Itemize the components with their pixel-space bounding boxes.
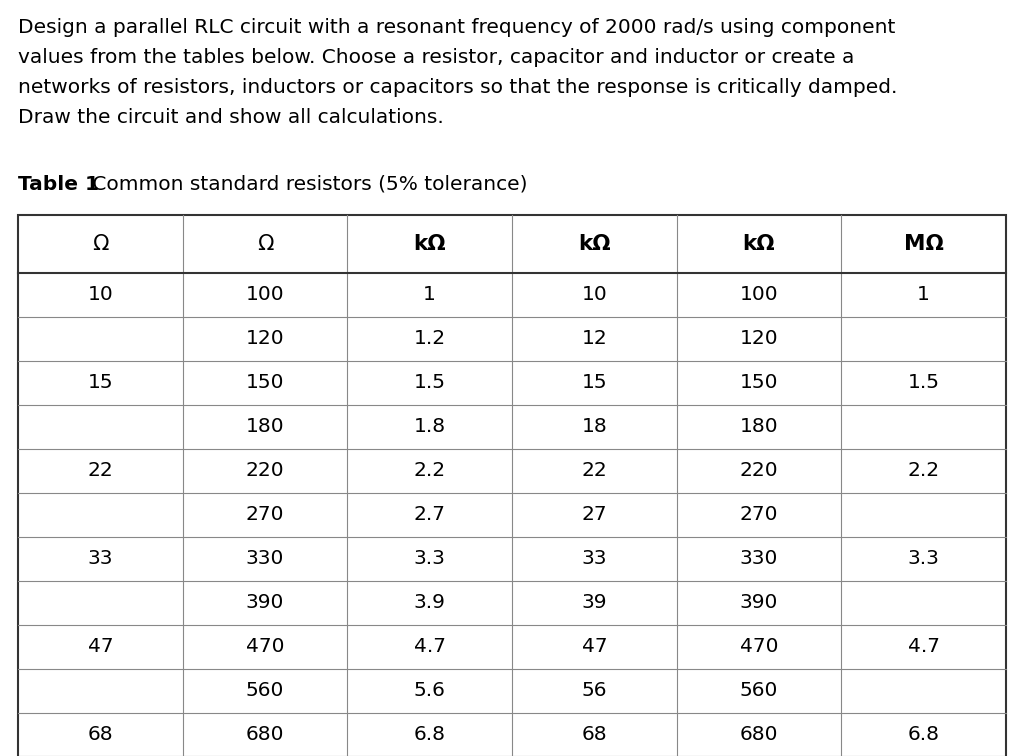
Text: Ω: Ω <box>92 234 109 254</box>
Text: 15: 15 <box>87 373 113 392</box>
Text: 47: 47 <box>87 637 113 656</box>
Text: kΩ: kΩ <box>742 234 775 254</box>
Text: kΩ: kΩ <box>414 234 446 254</box>
Text: 560: 560 <box>246 681 285 701</box>
Text: 220: 220 <box>246 461 285 481</box>
Text: 3.3: 3.3 <box>907 550 940 569</box>
Text: 22: 22 <box>87 461 114 481</box>
Text: 270: 270 <box>246 506 285 525</box>
Text: Ω: Ω <box>257 234 273 254</box>
Text: 3.9: 3.9 <box>414 593 445 612</box>
Text: 330: 330 <box>246 550 285 569</box>
Text: 390: 390 <box>739 593 778 612</box>
Text: 470: 470 <box>739 637 778 656</box>
Text: 120: 120 <box>246 330 285 349</box>
Text: 1: 1 <box>918 286 930 305</box>
Text: 4.7: 4.7 <box>907 637 940 656</box>
Bar <box>18 215 1006 756</box>
Text: 10: 10 <box>582 286 607 305</box>
Text: kΩ: kΩ <box>578 234 610 254</box>
Text: 10: 10 <box>87 286 114 305</box>
Text: Common standard resistors (5% tolerance): Common standard resistors (5% tolerance) <box>86 175 527 194</box>
Text: Draw the circuit and show all calculations.: Draw the circuit and show all calculatio… <box>18 108 443 127</box>
Text: 220: 220 <box>739 461 778 481</box>
Text: 680: 680 <box>246 726 285 745</box>
Text: Table 1: Table 1 <box>18 175 99 194</box>
Text: 1.5: 1.5 <box>414 373 445 392</box>
Text: 1.5: 1.5 <box>907 373 940 392</box>
Text: 2.2: 2.2 <box>414 461 445 481</box>
Text: 33: 33 <box>582 550 607 569</box>
Text: 4.7: 4.7 <box>414 637 445 656</box>
Text: 2.2: 2.2 <box>907 461 940 481</box>
Text: 22: 22 <box>582 461 607 481</box>
Text: values from the tables below. Choose a resistor, capacitor and inductor or creat: values from the tables below. Choose a r… <box>18 48 854 67</box>
Text: 6.8: 6.8 <box>414 726 445 745</box>
Text: Design a parallel RLC circuit with a resonant frequency of 2000 rad/s using comp: Design a parallel RLC circuit with a res… <box>18 18 895 37</box>
Text: 56: 56 <box>582 681 607 701</box>
Text: 150: 150 <box>246 373 285 392</box>
Text: MΩ: MΩ <box>904 234 943 254</box>
Text: 5.6: 5.6 <box>414 681 445 701</box>
Text: 68: 68 <box>582 726 607 745</box>
Text: 330: 330 <box>739 550 778 569</box>
Text: 100: 100 <box>246 286 285 305</box>
Text: 390: 390 <box>246 593 285 612</box>
Text: 18: 18 <box>582 417 607 436</box>
Text: 180: 180 <box>739 417 778 436</box>
Text: 560: 560 <box>739 681 778 701</box>
Text: networks of resistors, inductors or capacitors so that the response is criticall: networks of resistors, inductors or capa… <box>18 78 897 97</box>
Text: 27: 27 <box>582 506 607 525</box>
Text: 1.8: 1.8 <box>414 417 445 436</box>
Text: 150: 150 <box>739 373 778 392</box>
Text: 1.2: 1.2 <box>414 330 445 349</box>
Text: 33: 33 <box>88 550 113 569</box>
Text: 100: 100 <box>739 286 778 305</box>
Text: 120: 120 <box>739 330 778 349</box>
Text: 270: 270 <box>739 506 778 525</box>
Text: 180: 180 <box>246 417 285 436</box>
Text: 15: 15 <box>582 373 607 392</box>
Text: 39: 39 <box>582 593 607 612</box>
Text: 47: 47 <box>582 637 607 656</box>
Text: 6.8: 6.8 <box>907 726 940 745</box>
Text: 68: 68 <box>87 726 113 745</box>
Text: 12: 12 <box>582 330 607 349</box>
Text: 470: 470 <box>246 637 285 656</box>
Text: 2.7: 2.7 <box>414 506 445 525</box>
Text: 3.3: 3.3 <box>414 550 445 569</box>
Text: 680: 680 <box>739 726 778 745</box>
Text: 1: 1 <box>423 286 436 305</box>
